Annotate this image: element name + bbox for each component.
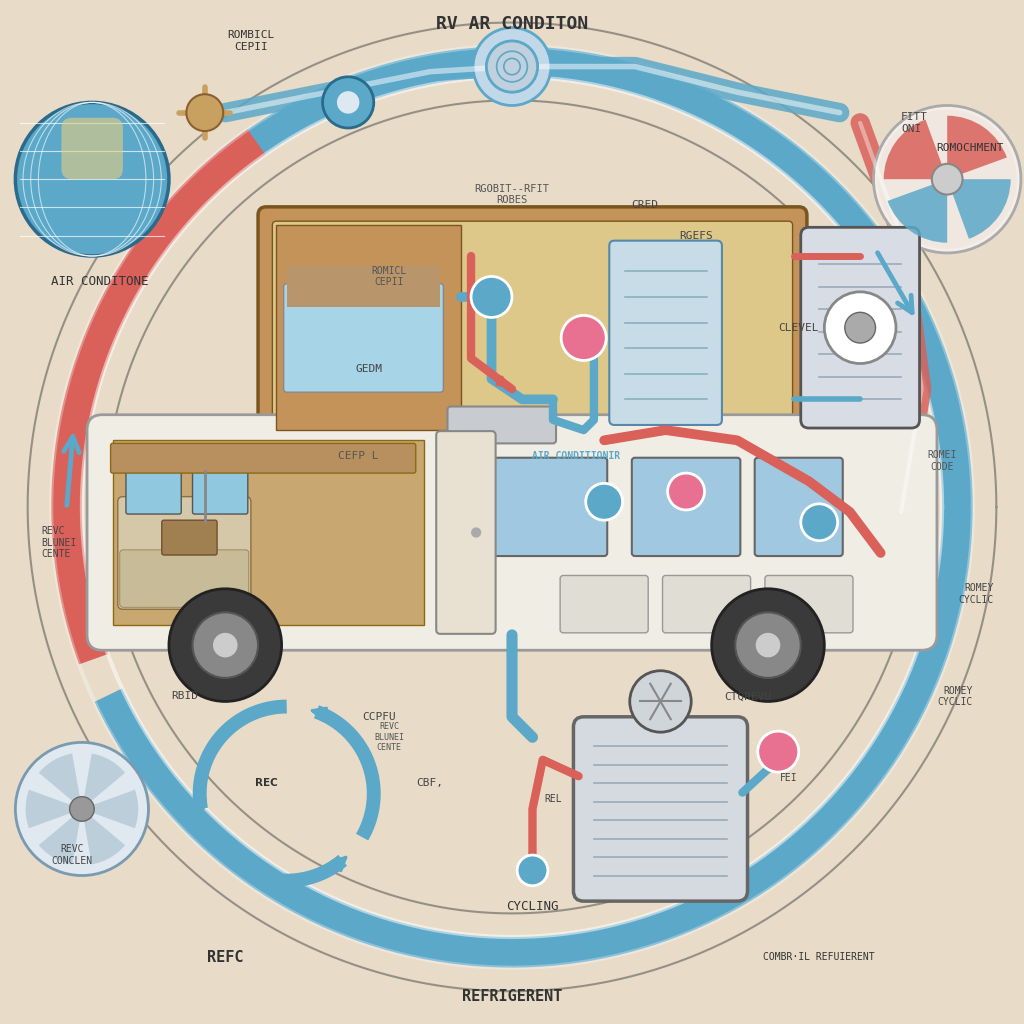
FancyBboxPatch shape <box>118 497 251 609</box>
Text: RGOBIT--RFIT
ROBES: RGOBIT--RFIT ROBES <box>474 183 550 206</box>
Text: COMBR·IL REFUIERENT: COMBR·IL REFUIERENT <box>763 952 876 963</box>
FancyBboxPatch shape <box>276 225 461 430</box>
Text: CEFP L: CEFP L <box>338 451 379 461</box>
Circle shape <box>712 589 824 701</box>
FancyBboxPatch shape <box>755 458 843 556</box>
Wedge shape <box>26 790 82 828</box>
Wedge shape <box>39 809 82 864</box>
FancyBboxPatch shape <box>632 458 740 556</box>
Text: CCPFU: CCPFU <box>362 712 395 722</box>
Text: REVC
BLUNEI
CENTE: REVC BLUNEI CENTE <box>41 526 76 559</box>
Text: RV AR CONDITON: RV AR CONDITON <box>436 15 588 34</box>
FancyBboxPatch shape <box>560 575 648 633</box>
Text: GEDM: GEDM <box>355 364 382 374</box>
Text: REVC
BLUNEI
CENTE: REVC BLUNEI CENTE <box>374 722 404 753</box>
Text: AIR CONDITONE: AIR CONDITONE <box>51 275 148 288</box>
Wedge shape <box>82 790 138 828</box>
Text: REFC: REFC <box>207 950 244 965</box>
Circle shape <box>824 292 896 364</box>
Circle shape <box>323 77 374 128</box>
FancyBboxPatch shape <box>126 449 181 514</box>
Circle shape <box>873 105 1021 253</box>
FancyBboxPatch shape <box>87 415 937 650</box>
Circle shape <box>586 483 623 520</box>
FancyBboxPatch shape <box>663 575 751 633</box>
FancyBboxPatch shape <box>436 431 496 634</box>
FancyBboxPatch shape <box>272 221 793 434</box>
FancyBboxPatch shape <box>765 575 853 633</box>
Text: ROMEY
CYCLIC: ROMEY CYCLIC <box>958 583 993 605</box>
Circle shape <box>471 276 512 317</box>
Text: CLEVEL: CLEVEL <box>778 323 819 333</box>
Text: REVC
CONCLEN: REVC CONCLEN <box>51 844 92 866</box>
Text: REL: REL <box>544 794 562 804</box>
Circle shape <box>186 94 223 131</box>
Circle shape <box>630 671 691 732</box>
Wedge shape <box>888 179 947 243</box>
FancyBboxPatch shape <box>162 520 217 555</box>
Circle shape <box>169 589 282 701</box>
Circle shape <box>668 473 705 510</box>
Wedge shape <box>39 754 82 809</box>
Circle shape <box>735 612 801 678</box>
Wedge shape <box>947 179 1011 239</box>
Text: FITT
ONI: FITT ONI <box>901 112 928 134</box>
Text: ROMEY
CYCLIC: ROMEY CYCLIC <box>938 685 973 708</box>
Text: CYCLING: CYCLING <box>506 900 559 912</box>
Text: CRED: CRED <box>632 200 658 210</box>
Circle shape <box>486 41 538 92</box>
FancyBboxPatch shape <box>61 118 123 179</box>
FancyBboxPatch shape <box>258 207 807 449</box>
Wedge shape <box>884 120 947 179</box>
Text: ROMEI
CODE: ROMEI CODE <box>928 450 956 472</box>
Wedge shape <box>947 116 1007 179</box>
Circle shape <box>801 504 838 541</box>
FancyBboxPatch shape <box>284 284 443 392</box>
FancyBboxPatch shape <box>193 449 248 514</box>
Circle shape <box>756 633 780 657</box>
Circle shape <box>845 312 876 343</box>
Circle shape <box>561 315 606 360</box>
Circle shape <box>473 28 551 105</box>
FancyBboxPatch shape <box>478 458 607 556</box>
Wedge shape <box>82 754 125 809</box>
Circle shape <box>758 731 799 772</box>
Circle shape <box>517 855 548 886</box>
Text: ROMOCHMENT: ROMOCHMENT <box>936 143 1004 154</box>
Circle shape <box>878 110 1017 249</box>
FancyBboxPatch shape <box>801 227 920 428</box>
FancyBboxPatch shape <box>609 241 722 425</box>
Text: CBF,: CBF, <box>417 778 443 788</box>
FancyBboxPatch shape <box>447 407 556 443</box>
Circle shape <box>932 164 963 195</box>
Circle shape <box>15 102 169 256</box>
Text: AIR CONDITIONIR: AIR CONDITIONIR <box>532 451 621 461</box>
Circle shape <box>70 797 94 821</box>
Text: ROMICL
CEPII: ROMICL CEPII <box>372 265 407 288</box>
Circle shape <box>336 90 360 115</box>
Text: ROMBICL
CEPII: ROMBICL CEPII <box>227 30 274 52</box>
FancyBboxPatch shape <box>111 443 416 473</box>
Circle shape <box>213 633 238 657</box>
FancyBboxPatch shape <box>573 717 748 901</box>
FancyBboxPatch shape <box>120 550 249 607</box>
FancyBboxPatch shape <box>113 440 424 625</box>
Wedge shape <box>82 809 125 864</box>
Text: REFRIGERENT: REFRIGERENT <box>462 988 562 1004</box>
Circle shape <box>486 41 538 92</box>
Text: RBID: RBID <box>171 691 198 701</box>
Circle shape <box>15 742 148 876</box>
Text: RGEFS: RGEFS <box>680 230 713 241</box>
Text: CTQREVU: CTQREVU <box>724 691 771 701</box>
FancyBboxPatch shape <box>287 266 440 307</box>
Text: REC: REC <box>255 778 278 788</box>
Text: FEI: FEI <box>779 773 798 783</box>
Circle shape <box>471 527 481 538</box>
Circle shape <box>193 612 258 678</box>
